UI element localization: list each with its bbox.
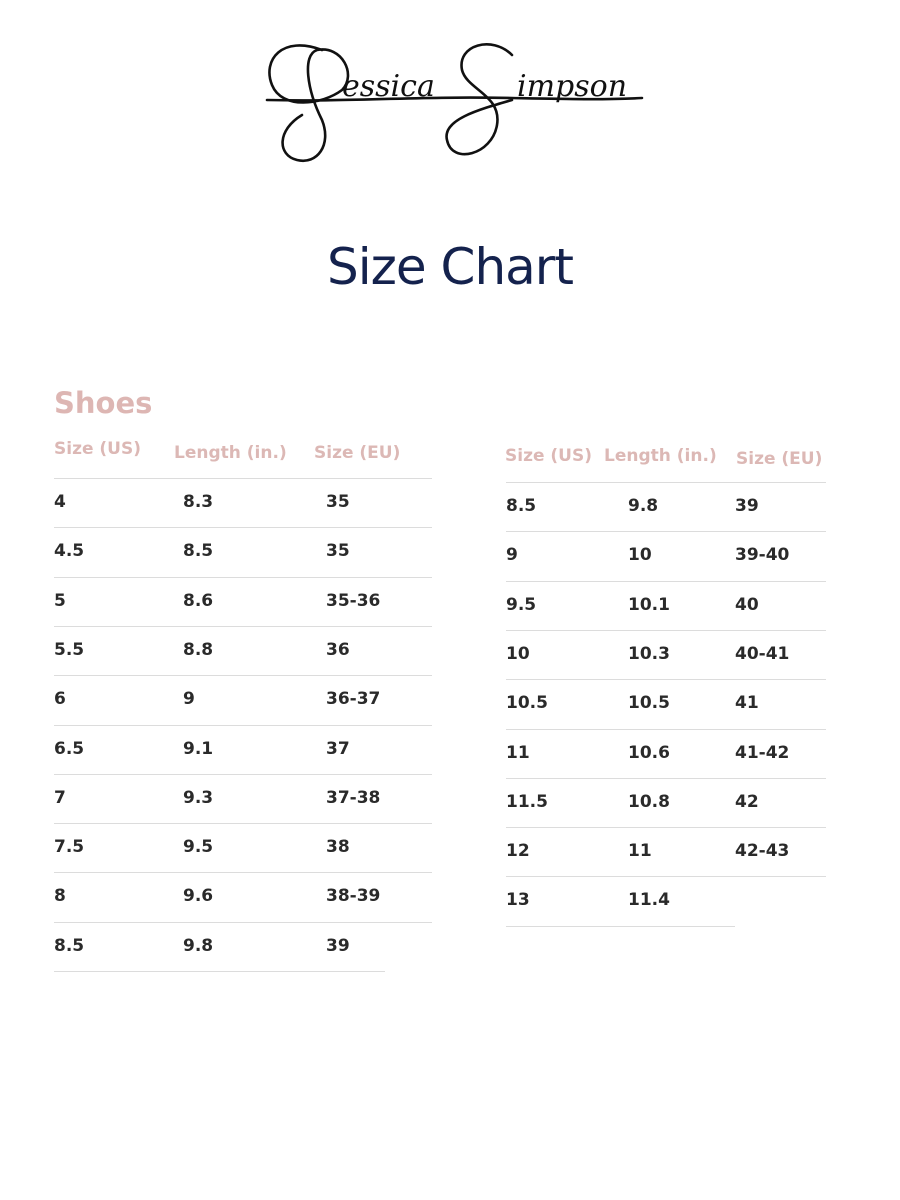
table-cell: 11.5 bbox=[506, 791, 548, 812]
table-cell: 9.5 bbox=[183, 837, 214, 858]
table-cell: 9.6 bbox=[183, 886, 214, 907]
table-cell: 38-39 bbox=[326, 886, 381, 907]
table-cell: 10.3 bbox=[628, 643, 670, 664]
row-divider bbox=[506, 728, 826, 730]
table-cell: 41-42 bbox=[735, 742, 790, 763]
section-heading: Shoes bbox=[54, 386, 153, 420]
table-cell: 7.5 bbox=[54, 837, 85, 858]
svg-text:impson: impson bbox=[517, 69, 627, 104]
row-divider bbox=[54, 527, 432, 529]
table-cell: 9.3 bbox=[183, 787, 214, 808]
column-header: Size (EU) bbox=[314, 443, 401, 463]
table-cell: 10.1 bbox=[628, 594, 670, 615]
column-header: Size (US) bbox=[54, 439, 142, 459]
table-cell: 9.8 bbox=[628, 496, 659, 516]
table-cell: 8.5 bbox=[54, 935, 85, 956]
table-cell: 11 bbox=[628, 841, 652, 862]
page-title: Size Chart bbox=[327, 238, 574, 296]
table-cell: 9.1 bbox=[183, 738, 214, 759]
table-cell: 37-38 bbox=[326, 787, 381, 808]
row-divider bbox=[506, 827, 826, 829]
row-divider bbox=[506, 679, 826, 681]
table-cell: 35 bbox=[326, 492, 350, 512]
table-cell: 10 bbox=[628, 545, 652, 566]
table-cell: 6 bbox=[54, 689, 66, 710]
row-divider bbox=[54, 872, 432, 874]
row-divider bbox=[506, 629, 826, 631]
table-cell: 10.5 bbox=[506, 693, 548, 714]
table-cell: 8.6 bbox=[183, 590, 214, 611]
row-divider bbox=[506, 925, 735, 927]
column-header: Size (US) bbox=[505, 446, 593, 466]
table-cell: 11.4 bbox=[628, 890, 670, 911]
row-divider bbox=[506, 531, 826, 533]
svg-text:essica: essica bbox=[342, 69, 435, 104]
table-cell: 6.5 bbox=[54, 738, 85, 759]
table-cell: 42 bbox=[735, 791, 759, 812]
table-cell: 9.8 bbox=[183, 935, 214, 956]
table-cell: 42-43 bbox=[735, 841, 790, 862]
table-cell: 40 bbox=[735, 594, 759, 615]
row-divider bbox=[54, 773, 432, 775]
table-cell: 35-36 bbox=[326, 590, 381, 611]
row-divider bbox=[54, 724, 432, 726]
table-cell: 10.6 bbox=[628, 742, 670, 763]
table-cell: 39 bbox=[326, 935, 350, 956]
table-cell: 36-37 bbox=[326, 689, 381, 710]
table-cell: 37 bbox=[326, 738, 350, 759]
table-cell: 7 bbox=[54, 787, 66, 808]
row-divider bbox=[54, 921, 432, 923]
column-header: Size (EU) bbox=[736, 449, 823, 469]
table-cell: 10.5 bbox=[628, 693, 670, 714]
table-cell: 40-41 bbox=[735, 643, 790, 664]
row-divider bbox=[54, 576, 432, 578]
table-cell: 9.5 bbox=[506, 594, 537, 615]
row-divider bbox=[54, 478, 432, 479]
row-divider bbox=[506, 482, 826, 483]
table-cell: 41 bbox=[735, 693, 759, 714]
table-cell: 8.3 bbox=[183, 492, 214, 512]
table-cell: 12 bbox=[506, 841, 530, 862]
table-cell: 8.5 bbox=[183, 541, 214, 562]
table-cell: 4.5 bbox=[54, 541, 85, 562]
row-divider bbox=[506, 777, 826, 779]
table-cell: 9 bbox=[506, 545, 518, 566]
column-header: Length (in.) bbox=[174, 443, 287, 463]
table-cell: 38 bbox=[326, 837, 350, 858]
table-cell: 39-40 bbox=[735, 545, 790, 566]
table-cell: 10.8 bbox=[628, 791, 670, 812]
table-cell: 9 bbox=[183, 689, 195, 710]
table-cell: 11 bbox=[506, 742, 530, 763]
table-cell: 10 bbox=[506, 643, 530, 664]
table-cell: 5 bbox=[54, 590, 66, 611]
jessica-simpson-logo: essica impson bbox=[265, 43, 644, 163]
row-divider bbox=[54, 675, 432, 677]
table-cell: 39 bbox=[735, 496, 759, 516]
row-divider bbox=[54, 823, 432, 825]
row-divider bbox=[54, 971, 385, 972]
column-header: Length (in.) bbox=[604, 446, 717, 466]
table-cell: 8.5 bbox=[506, 496, 537, 516]
table-cell: 8.8 bbox=[183, 639, 214, 660]
row-divider bbox=[54, 625, 432, 627]
table-cell: 13 bbox=[506, 890, 530, 911]
table-cell: 35 bbox=[326, 541, 350, 562]
table-cell: 36 bbox=[326, 639, 350, 660]
table-cell: 8 bbox=[54, 886, 66, 907]
row-divider bbox=[506, 876, 826, 878]
table-cell: 5.5 bbox=[54, 639, 85, 660]
table-cell: 4 bbox=[54, 492, 66, 512]
row-divider bbox=[506, 580, 826, 582]
